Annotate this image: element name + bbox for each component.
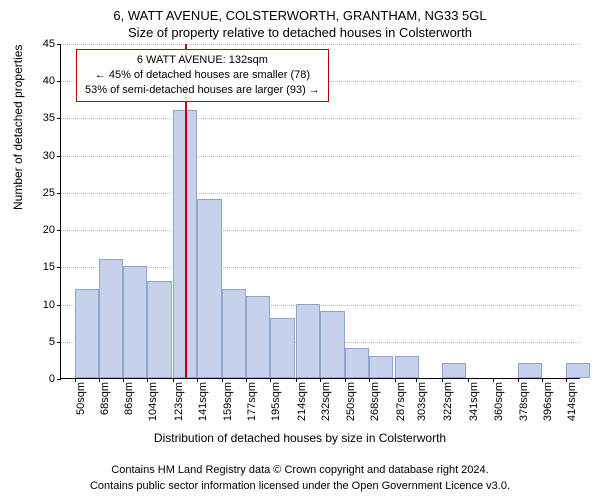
histogram-bar xyxy=(75,289,99,378)
gridline xyxy=(61,193,580,194)
y-tick-label: 30 xyxy=(43,150,55,162)
y-tick-mark xyxy=(57,44,61,45)
gridline xyxy=(61,44,580,45)
footer: Contains HM Land Registry data © Crown c… xyxy=(0,463,600,494)
x-tick-label: 414sqm xyxy=(566,382,578,421)
x-tick-label: 360sqm xyxy=(493,382,505,421)
x-tick-label: 195sqm xyxy=(270,382,282,421)
x-tick-label: 86sqm xyxy=(123,382,135,415)
x-axis-label: Distribution of detached houses by size … xyxy=(0,431,600,445)
y-tick-mark xyxy=(57,379,61,380)
histogram-bar xyxy=(369,356,393,378)
annotation-box: 6 WATT AVENUE: 132sqm ← 45% of detached … xyxy=(76,49,329,102)
y-tick-mark xyxy=(57,156,61,157)
x-tick-label: 177sqm xyxy=(246,382,258,421)
gridline xyxy=(61,156,580,157)
y-tick-mark xyxy=(57,267,61,268)
x-tick-label: 232sqm xyxy=(320,382,332,421)
annotation-line-2: ← 45% of detached houses are smaller (78… xyxy=(85,68,320,83)
y-tick-mark xyxy=(57,342,61,343)
x-tick-label: 303sqm xyxy=(416,382,428,421)
x-tick-label: 123sqm xyxy=(173,382,185,421)
histogram-bar xyxy=(197,199,221,378)
x-tick-label: 159sqm xyxy=(222,382,234,421)
chart-title-block: 6, WATT AVENUE, COLSTERWORTH, GRANTHAM, … xyxy=(0,0,600,40)
subtitle: Size of property relative to detached ho… xyxy=(0,25,600,40)
histogram-bar xyxy=(270,318,294,378)
histogram-bar xyxy=(566,363,590,378)
x-tick-label: 396sqm xyxy=(542,382,554,421)
address-title: 6, WATT AVENUE, COLSTERWORTH, GRANTHAM, … xyxy=(0,8,600,23)
y-axis-label: Number of detached properties xyxy=(11,45,25,210)
y-tick-mark xyxy=(57,305,61,306)
histogram-bar xyxy=(123,266,147,378)
x-tick-label: 68sqm xyxy=(99,382,111,415)
y-tick-mark xyxy=(57,81,61,82)
x-tick-label: 287sqm xyxy=(395,382,407,421)
x-tick-label: 250sqm xyxy=(345,382,357,421)
x-tick-label: 104sqm xyxy=(147,382,159,421)
x-tick-label: 341sqm xyxy=(468,382,480,421)
y-tick-label: 0 xyxy=(49,373,55,385)
gridline xyxy=(61,118,580,119)
gridline xyxy=(61,230,580,231)
y-tick-mark xyxy=(57,230,61,231)
y-tick-label: 40 xyxy=(43,75,55,87)
histogram-bar xyxy=(345,348,369,378)
annotation-line-1: 6 WATT AVENUE: 132sqm xyxy=(85,53,320,68)
histogram-bar xyxy=(320,311,344,378)
x-tick-label: 378sqm xyxy=(518,382,530,421)
x-tick-label: 268sqm xyxy=(369,382,381,421)
y-tick-label: 20 xyxy=(43,224,55,236)
histogram-bar xyxy=(395,356,419,378)
y-tick-label: 10 xyxy=(43,299,55,311)
histogram-bar xyxy=(147,281,171,378)
x-tick-label: 50sqm xyxy=(75,382,87,415)
footer-line-1: Contains HM Land Registry data © Crown c… xyxy=(0,463,600,478)
footer-line-2: Contains public sector information licen… xyxy=(0,479,600,494)
histogram-bar xyxy=(518,363,542,378)
y-tick-label: 25 xyxy=(43,187,55,199)
y-tick-mark xyxy=(57,118,61,119)
histogram-bar xyxy=(222,289,246,378)
y-tick-mark xyxy=(57,193,61,194)
histogram-bar xyxy=(442,363,466,378)
histogram-bar xyxy=(296,304,320,378)
x-tick-label: 322sqm xyxy=(442,382,454,421)
y-tick-label: 15 xyxy=(43,261,55,273)
x-tick-label: 214sqm xyxy=(296,382,308,421)
y-tick-label: 35 xyxy=(43,112,55,124)
annotation-line-3: 53% of semi-detached houses are larger (… xyxy=(85,83,320,98)
y-tick-label: 5 xyxy=(49,336,55,348)
histogram-bar xyxy=(246,296,270,378)
x-tick-label: 141sqm xyxy=(197,382,209,421)
y-tick-label: 45 xyxy=(43,38,55,50)
histogram-bar xyxy=(99,259,123,378)
